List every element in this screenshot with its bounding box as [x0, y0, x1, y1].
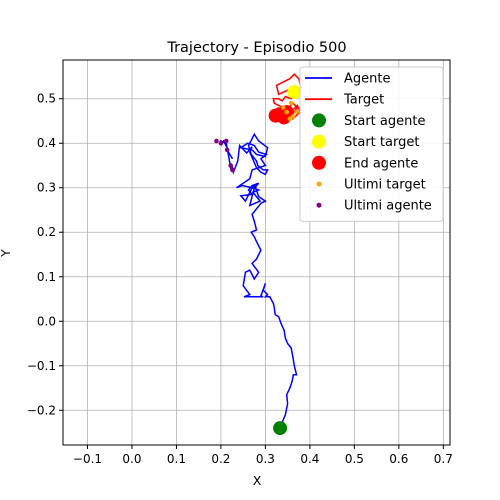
legend-label-end-agente: End agente — [344, 156, 418, 171]
series-layer — [214, 73, 302, 436]
legend-swatch-end-agente — [312, 155, 326, 170]
point-ultimi-agente — [218, 140, 224, 146]
legend-label-start-agente: Start agente — [344, 114, 425, 129]
y-axis-ticks: −0.2 −0.1 0.0 0.1 0.2 0.3 0.4 0.5 — [27, 92, 63, 417]
y-tick-label: 0.2 — [37, 225, 56, 239]
x-tick-label: 0.1 — [167, 452, 186, 466]
x-tick-label: 0.3 — [256, 452, 275, 466]
legend-label-agente: Agente — [344, 72, 390, 87]
legend-swatch-start-agente — [312, 113, 326, 128]
point-ultimi-target — [284, 109, 290, 115]
series-line-agente — [219, 132, 298, 428]
y-tick-label: −0.1 — [27, 359, 56, 373]
point-ultimi-agente — [214, 138, 219, 144]
x-tick-label: 0.2 — [211, 452, 230, 466]
point-ultimi-agente — [228, 163, 233, 168]
plot-frame — [62, 59, 451, 446]
y-tick-label: 0.4 — [37, 136, 56, 150]
x-tick-label: 0.4 — [300, 452, 319, 466]
point-start-target — [287, 85, 302, 100]
x-axis-ticks: −0.1 0.0 0.1 0.2 0.3 0.4 0.5 0.6 0.7 — [73, 445, 453, 466]
point-ultimi-target — [294, 109, 299, 115]
point-ultimi-target — [290, 114, 296, 119]
legend-swatch-start-target — [312, 134, 326, 149]
legend-swatch-ultimi-agente — [316, 202, 322, 208]
x-tick-label: 0.5 — [345, 452, 364, 466]
y-tick-label: 0.3 — [37, 181, 56, 195]
x-tick-label: −0.1 — [73, 452, 102, 466]
legend-swatch-ultimi-target — [316, 181, 322, 187]
point-ultimi-agente — [224, 147, 230, 153]
point-ultimi-agente — [223, 138, 229, 144]
point-start-agente — [273, 421, 288, 436]
point-ultimi-target — [288, 100, 294, 106]
point-ultimi-target — [280, 105, 286, 110]
legend-label-ultimi-target: Ultimi target — [344, 178, 426, 193]
legend-label-target: Target — [343, 93, 384, 108]
legend-label-start-target: Start target — [344, 135, 419, 150]
y-tick-label: 0.1 — [37, 270, 56, 284]
chart-title: Trajectory - Episodio 500 — [166, 40, 346, 56]
y-axis-label: Y — [0, 249, 13, 258]
x-tick-label: 0.7 — [434, 452, 453, 466]
legend: Agente Target Start agente Start target End … — [299, 66, 444, 222]
legend-label-ultimi-agente: Ultimi agente — [344, 199, 432, 214]
y-tick-label: 0.5 — [37, 92, 56, 106]
point-ultimi-agente — [230, 167, 235, 173]
y-tick-label: −0.2 — [27, 403, 56, 417]
x-tick-label: 0.0 — [122, 452, 141, 466]
y-tick-label: 0.0 — [37, 314, 56, 328]
x-axis-label: X — [253, 473, 262, 488]
x-tick-label: 0.6 — [389, 452, 408, 466]
legend-box — [299, 66, 444, 222]
